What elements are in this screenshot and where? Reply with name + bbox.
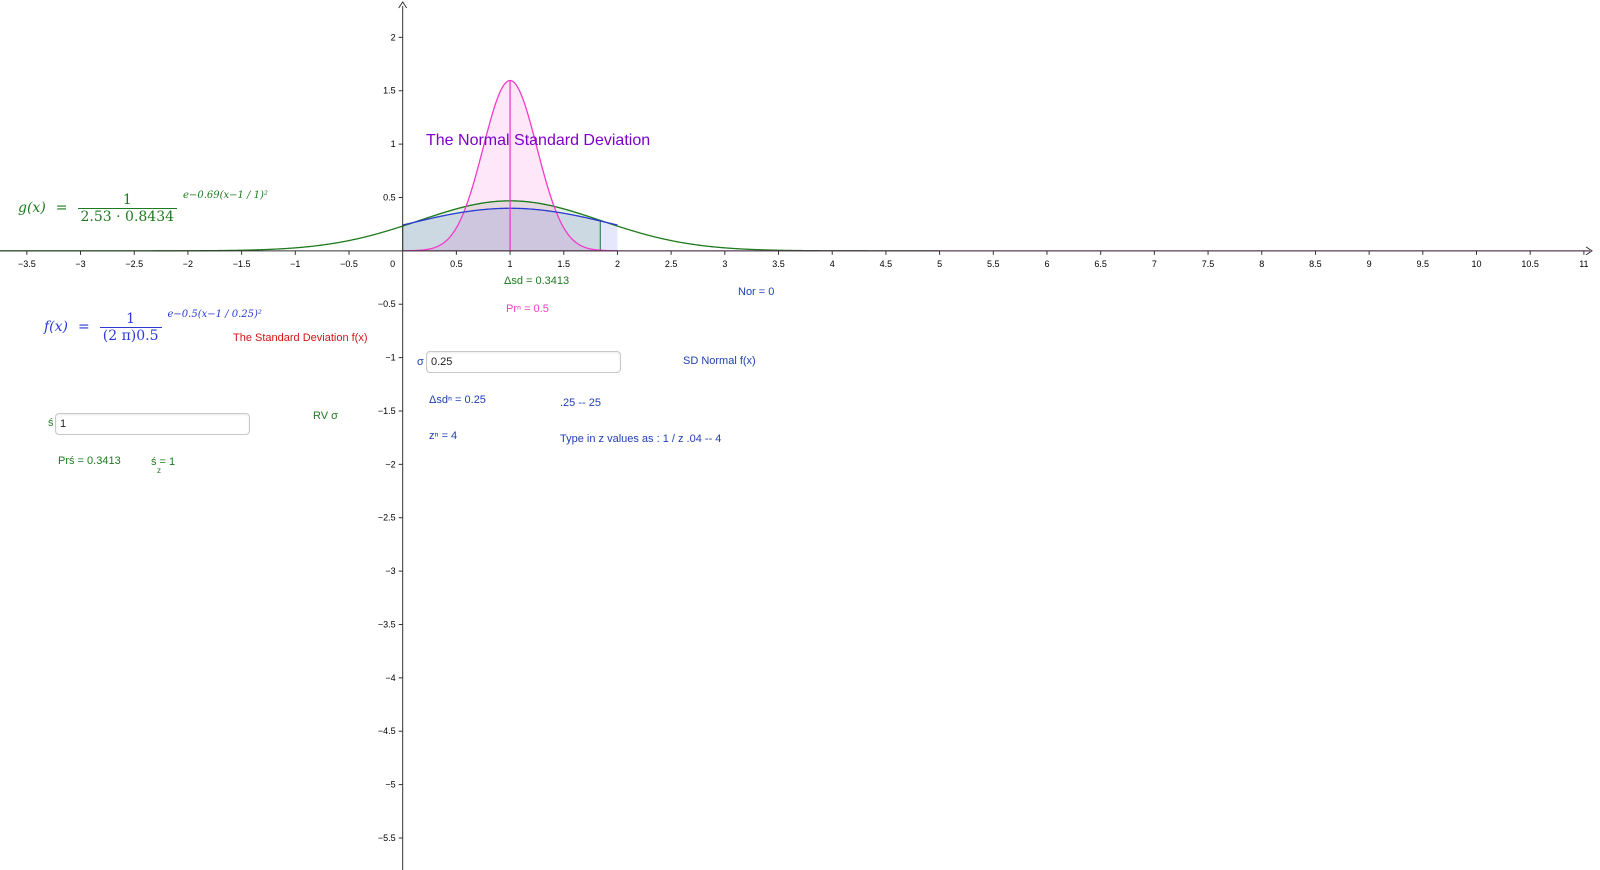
y-tick-label: −4.5 [378, 726, 396, 736]
x-tick-label: 0.5 [450, 259, 463, 269]
type-hint-label: Type in z values as : 1 / z .04 -- 4 [560, 433, 722, 445]
pr-n-label: Prⁿ = 0.5 [506, 303, 549, 315]
x-tick-label: 7.5 [1202, 259, 1215, 269]
g-formula-numerator: 1 [122, 191, 132, 208]
g-formula-denominator: 2.53 · 0.8434 [77, 207, 178, 225]
delta-sd-label: Δsd = 0.3413 [504, 275, 570, 287]
y-tick-label: 0.5 [383, 192, 396, 202]
y-tick-label: 1.5 [383, 86, 396, 96]
x-tick-label: 8.5 [1309, 259, 1322, 269]
y-tick-label: −5 [385, 780, 395, 790]
sd-normal-label: SD Normal f(x) [683, 355, 756, 367]
y-axis-arrow [398, 1, 408, 9]
x-tick-label: 1 [508, 259, 513, 269]
x-tick-label: 2.5 [665, 259, 678, 269]
x-tick-label: −2.5 [125, 259, 143, 269]
x-tick-label: 5.5 [987, 259, 1000, 269]
s-input[interactable] [55, 413, 250, 435]
page-title: The Normal Standard Deviation [426, 132, 651, 149]
x-axis-arrow [1585, 246, 1593, 256]
x-tick-label: 2 [615, 259, 620, 269]
rv-sigma-label: RV σ [313, 410, 338, 422]
x-tick-label: −3.5 [18, 259, 36, 269]
pr-s-label: Prś = 0.3413 [58, 455, 121, 467]
x-tick-label: −1.5 [233, 259, 251, 269]
x-tick-label: 9.5 [1417, 259, 1430, 269]
x-tick-label: 10.5 [1521, 259, 1539, 269]
x-tick-label: −1 [290, 259, 300, 269]
range-hint-label: .25 -- 25 [560, 397, 601, 409]
g-formula-fraction: 1 2.53 · 0.8434 [77, 191, 178, 225]
curves [0, 79, 1590, 252]
x-tick-label: −3 [75, 259, 85, 269]
x-tick-label: 4 [830, 259, 835, 269]
delta-sd-n-label: Δsdⁿ = 0.25 [429, 394, 486, 406]
y-tick-label: −3 [385, 566, 395, 576]
f-formula-eq: = [78, 319, 90, 335]
x-tick-label: 1.5 [558, 259, 571, 269]
x-tick-label: −0.5 [340, 259, 358, 269]
g-formula-exponent: e−0.69(x−1 / 1)² [183, 190, 268, 201]
x-tick-label: 3.5 [772, 259, 785, 269]
x-tick-label: 0 [390, 259, 395, 269]
f-formula-fraction: 1 (2 π)0.5 [99, 310, 162, 344]
g-formula[interactable]: g(x) = 1 2.53 · 0.8434 e−0.69(x−1 / 1)² [18, 190, 268, 225]
y-tick-label: 2 [391, 32, 396, 42]
g-formula-lhs: g(x) [18, 200, 46, 216]
f-formula[interactable]: f(x) = 1 (2 π)0.5 e−0.5(x−1 / 0.25)² [44, 309, 262, 344]
f-formula-denominator: (2 π)0.5 [99, 326, 162, 344]
x-tick-label: 7 [1152, 259, 1157, 269]
axis-ticks: −3.5 −3 −2.5 −2 −1.5 −1 −0.5 0 0.5 1 1.5 2 2.5 3 3.5 4 4… [18, 32, 1589, 843]
f-formula-numerator: 1 [126, 310, 136, 327]
y-tick-label: −0.5 [378, 299, 396, 309]
y-tick-label: −2.5 [378, 513, 396, 523]
s-z-label: ś = 1 z [151, 456, 176, 475]
y-tick-label: −2 [385, 459, 395, 469]
y-tick-label: −1 [385, 353, 395, 363]
x-tick-label: 6.5 [1094, 259, 1107, 269]
x-tick-label: 11 [1579, 259, 1588, 269]
y-tick-label: −4 [385, 673, 395, 683]
f-formula-exponent: e−0.5(x−1 / 0.25)² [167, 309, 262, 320]
nor-label: Nor = 0 [738, 286, 775, 298]
x-tick-label: 5 [937, 259, 942, 269]
g-formula-eq: = [55, 200, 68, 216]
x-tick-label: 6 [1044, 259, 1049, 269]
y-tick-label: 1 [391, 139, 396, 149]
y-tick-label: −3.5 [378, 619, 396, 629]
sigma-input-caption: σ [417, 356, 424, 368]
y-tick-label: −5.5 [378, 833, 396, 843]
s-z-subscript: z [157, 466, 161, 475]
sigma-input[interactable] [426, 351, 621, 373]
y-tick-label: −1.5 [378, 406, 396, 416]
x-tick-label: 10 [1472, 259, 1482, 269]
s-z-text: ś = 1 [151, 456, 176, 468]
s-input-caption: ś [48, 417, 54, 429]
z-n-label: zⁿ = 4 [429, 430, 458, 442]
x-tick-label: −2 [183, 259, 193, 269]
x-tick-label: 4.5 [880, 259, 893, 269]
std-dev-fx-label: The Standard Deviation f(x) [233, 332, 368, 344]
x-tick-label: 9 [1367, 259, 1372, 269]
x-tick-label: 8 [1259, 259, 1264, 269]
f-formula-lhs: f(x) [44, 319, 69, 335]
x-tick-label: 3 [722, 259, 727, 269]
